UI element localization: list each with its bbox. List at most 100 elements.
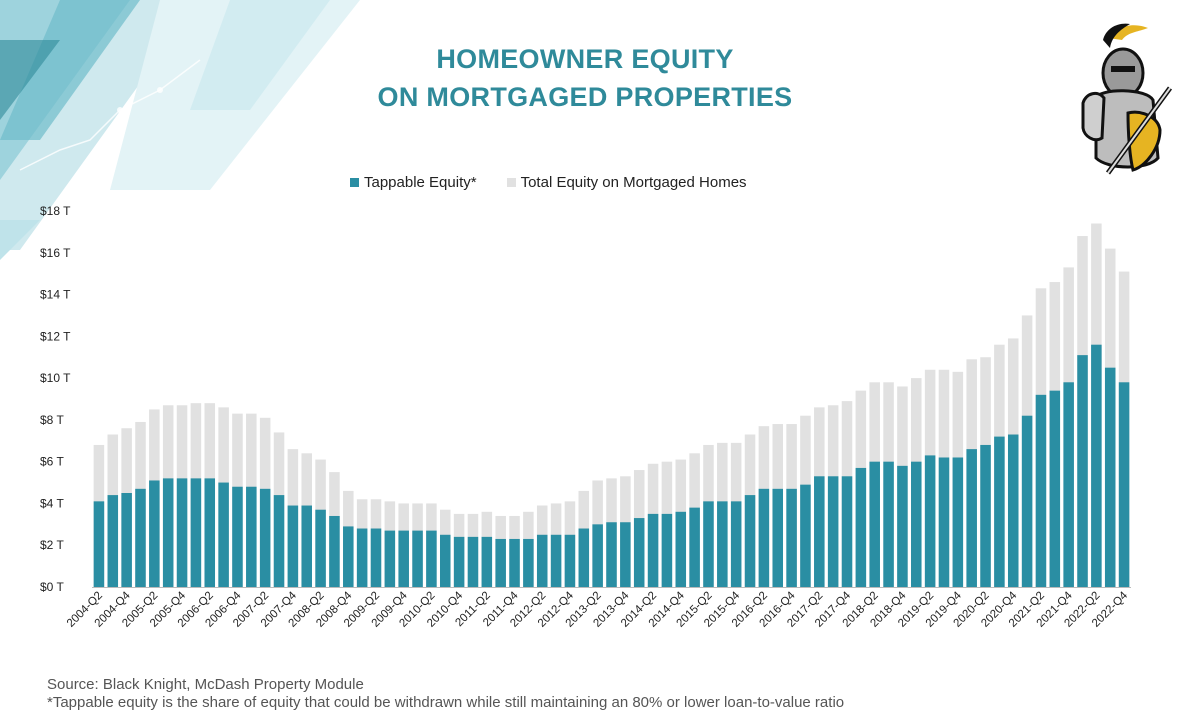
bar-tappable-equity (329, 515, 340, 587)
knight-icon (1081, 23, 1173, 175)
bar-tappable-equity (578, 528, 590, 587)
equity-bar-chart: $0 T $2 T $4 T $6 T $8 T $10 T $12 T $14 T $16 T… (40, 204, 1131, 630)
bar-tappable-equity (966, 449, 977, 587)
legend-item-total: Total Equity on Mortgaged Homes (506, 173, 747, 191)
bar-tappable-equity (633, 518, 645, 587)
bar-tappable-equity (827, 476, 839, 587)
legend-swatch-tappable (350, 177, 359, 187)
bar-tappable-equity (536, 534, 548, 587)
title-line-1: HOMEOWNER EQUITY (436, 44, 734, 74)
bar-tappable-equity (343, 526, 354, 587)
bar-tappable-equity (855, 467, 867, 587)
chart-legend: Tappable Equity* Total Equity on Mortgag… (350, 172, 777, 192)
bar-tappable-equity (495, 538, 506, 587)
bar-tappable-equity (426, 530, 437, 587)
bar-tappable-equity (412, 530, 423, 587)
y-tick-label: $12 T (40, 329, 71, 343)
bar-tappable-equity (800, 484, 811, 587)
bar-tappable-equity (814, 476, 825, 587)
bar-tappable-equity (273, 495, 285, 587)
bar-tappable-equity (550, 534, 562, 587)
bar-tappable-equity (190, 478, 202, 587)
bar-tappable-equity (1091, 344, 1102, 587)
bar-tappable-equity (453, 536, 465, 587)
bar-tappable-equity (675, 511, 687, 587)
bar-tappable-equity (564, 534, 576, 587)
legend-swatch-total (506, 177, 516, 187)
bar-tappable-equity (758, 488, 770, 587)
legend-item-tappable: Tappable Equity* (350, 174, 477, 191)
bar-tappable-equity (523, 538, 534, 587)
bar-tappable-equity (398, 530, 409, 587)
bar-tappable-equity (841, 476, 853, 587)
bar-tappable-equity (439, 534, 451, 587)
bar-tappable-equity (176, 478, 188, 587)
bar-tappable-equity (620, 522, 631, 587)
legend-label-total: Total Equity on Mortgaged Homes (520, 173, 747, 191)
bar-tappable-equity (481, 536, 493, 587)
bar-tappable-equity (1035, 394, 1047, 587)
bar-tappable-equity (384, 530, 396, 587)
bar-tappable-equity (897, 465, 908, 587)
y-tick-label: $10 T (40, 371, 71, 385)
bar-tappable-equity (232, 486, 243, 587)
bar-tappable-equity (135, 488, 146, 587)
bar-tappable-equity (509, 538, 520, 587)
bar-tappable-equity (162, 478, 174, 587)
source-note: Source: Black Knight, McDash Property Mo… (47, 676, 364, 693)
bar-tappable-equity (883, 461, 894, 587)
bar-tappable-equity (121, 493, 132, 587)
chart-title: HOMEOWNER EQUITY ON MORTGAGED PROPERTIES (270, 40, 900, 116)
y-tick-label: $14 T (40, 288, 71, 302)
bar-tappable-equity (315, 509, 326, 587)
y-tick-label: $0 T (40, 580, 64, 594)
bar-tappable-equity (689, 507, 700, 587)
bar-tappable-equity (93, 501, 105, 587)
bar-tappable-equity (730, 501, 742, 587)
bar-tappable-equity (370, 528, 382, 587)
bar-tappable-equity (994, 436, 1005, 587)
bar-tappable-equity (592, 524, 603, 587)
title-line-2: ON MORTGAGED PROPERTIES (377, 82, 793, 112)
bar-tappable-equity (744, 495, 756, 587)
bar-tappable-equity (980, 444, 991, 587)
bar-tappable-equity (1049, 390, 1061, 587)
bar-tappable-equity (606, 522, 617, 587)
bar-tappable-equity (149, 480, 160, 587)
y-tick-label: $18 T (40, 204, 71, 218)
bar-tappable-equity (107, 495, 119, 587)
y-tick-label: $4 T (40, 496, 64, 510)
bar-tappable-equity (301, 505, 312, 587)
bar-tappable-equity (661, 513, 673, 587)
bar-tappable-equity (786, 488, 797, 587)
bar-tappable-equity (717, 501, 728, 587)
bar-tappable-equity (1118, 382, 1130, 587)
bar-tappable-equity (772, 488, 784, 587)
bar-tappable-equity (246, 486, 257, 587)
y-tick-label: $16 T (40, 246, 71, 260)
bar-tappable-equity (467, 536, 479, 587)
bar-tappable-equity (1077, 355, 1088, 587)
bar-tappable-equity (952, 457, 964, 587)
bar-tappable-equity (869, 461, 880, 587)
bar-tappable-equity (1104, 367, 1116, 587)
bar-tappable-equity (204, 478, 216, 587)
header-decoration (0, 0, 360, 260)
bar-tappable-equity (938, 457, 950, 587)
bar-tappable-equity (924, 455, 936, 587)
chart-footer: Source: Black Knight, McDash Property Mo… (47, 676, 844, 712)
bar-tappable-equity (647, 513, 659, 587)
bar-tappable-equity (259, 488, 271, 587)
bar-tappable-equity (1063, 382, 1074, 587)
bar-tappable-equity (356, 528, 368, 587)
y-tick-label: $2 T (40, 538, 64, 552)
footnote: *Tappable equity is the share of equity … (47, 694, 845, 711)
legend-label-tappable: Tappable Equity* (364, 173, 477, 191)
bar-tappable-equity (287, 505, 299, 587)
bar-tappable-equity (218, 482, 229, 587)
y-tick-label: $8 T (40, 413, 64, 427)
bar-tappable-equity (1007, 434, 1019, 587)
bar-tappable-equity (703, 501, 714, 587)
y-tick-label: $6 T (40, 455, 64, 469)
bar-tappable-equity (1021, 415, 1033, 587)
